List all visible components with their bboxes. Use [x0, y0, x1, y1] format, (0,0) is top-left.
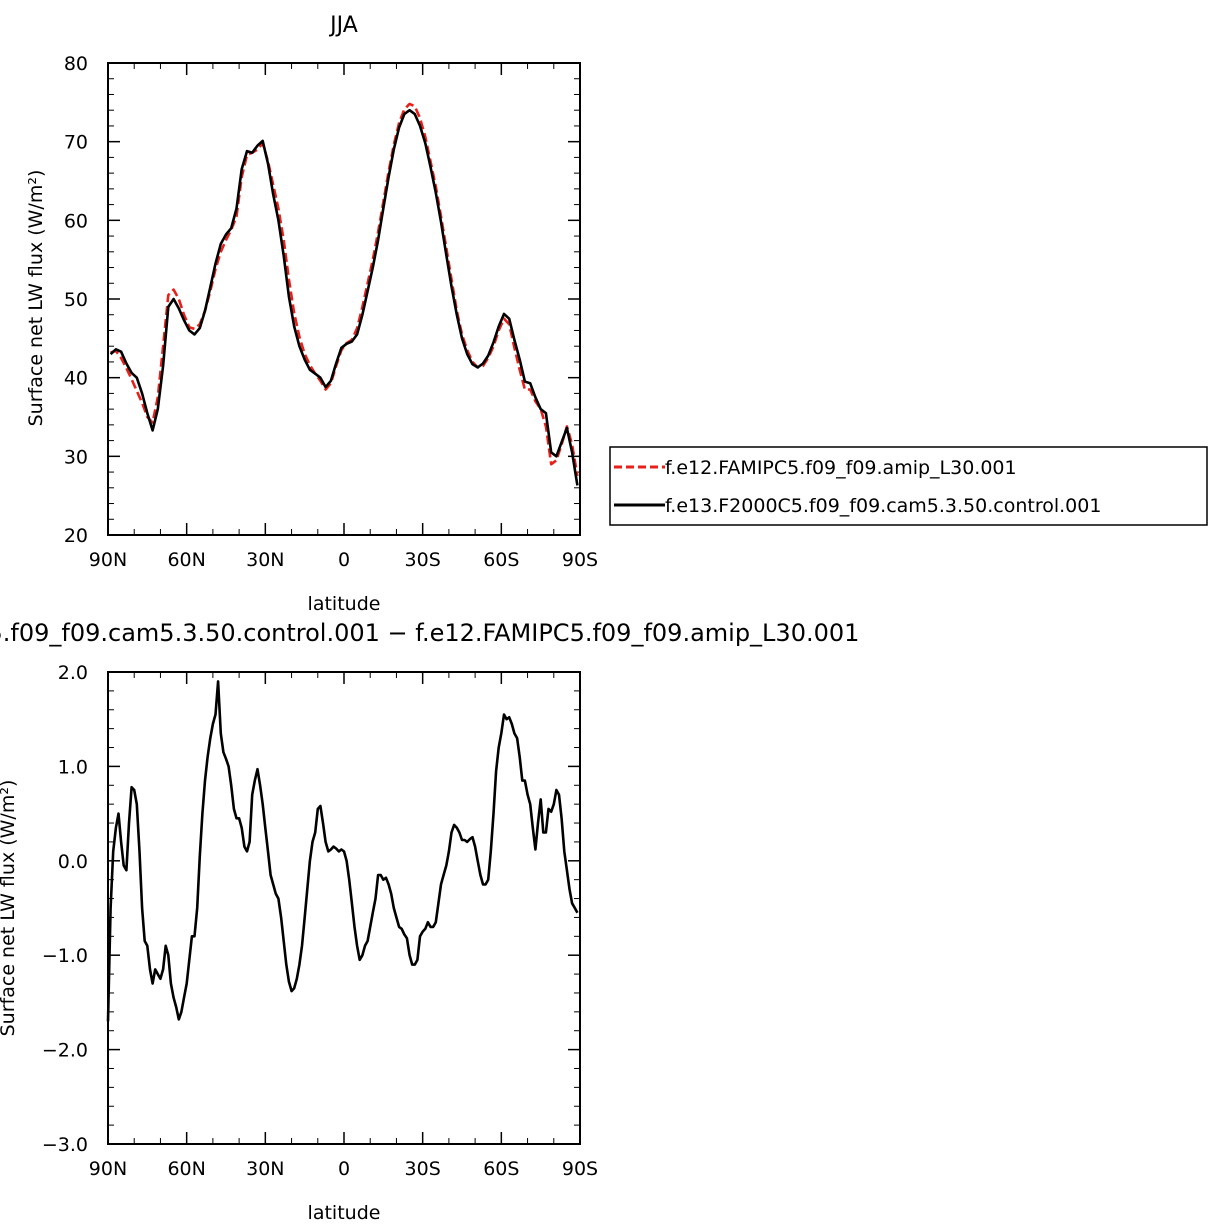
x-tick-label: 30N: [246, 549, 284, 571]
legend-label-amip: f.e12.FAMIPC5.f09_f09.amip_L30.001: [665, 457, 1017, 479]
bottom-y-tick-labels: 2.0 1.0 0.0 −1.0 −2.0 −3.0: [42, 662, 88, 1156]
top-series-lines: [111, 104, 578, 486]
legend: f.e12.FAMIPC5.f09_f09.amip_L30.001 f.e13…: [610, 447, 1207, 525]
y-tick-label: −1.0: [42, 945, 88, 967]
y-tick-label: −3.0: [42, 1134, 88, 1156]
x-tick-label: 0: [338, 549, 350, 571]
y-tick-label: 80: [64, 53, 88, 75]
bottom-y-axis-label: Surface net LW flux (W/m²): [0, 780, 19, 1037]
x-tick-label: 60N: [167, 1158, 205, 1180]
x-tick-label: 90S: [562, 1158, 598, 1180]
top-y-tick-labels: 20 30 40 50 60 70 80: [64, 53, 88, 547]
series-line-control: [111, 110, 578, 485]
bottom-x-axis-label: latitude: [308, 1202, 381, 1224]
bottom-x-tick-labels: 90N 60N 30N 0 30S 60S 90S: [89, 1158, 598, 1180]
y-tick-label: 0.0: [58, 851, 88, 873]
x-tick-label: 60S: [483, 1158, 519, 1180]
top-x-tick-labels: 90N 60N 30N 0 30S 60S 90S: [89, 549, 598, 571]
top-panel: JJA Surface net LW flux (W/m²) latitude …: [25, 13, 598, 615]
legend-label-control: f.e13.F2000C5.f09_f09.cam5.3.50.control.…: [665, 495, 1101, 517]
x-tick-label: 30S: [405, 1158, 441, 1180]
y-tick-label: 1.0: [58, 756, 88, 778]
y-tick-label: 2.0: [58, 662, 88, 684]
y-tick-label: 40: [64, 368, 88, 390]
series-line-amip: [111, 104, 578, 476]
x-tick-label: 90N: [89, 549, 127, 571]
x-tick-label: 60N: [167, 549, 205, 571]
y-tick-label: 20: [64, 525, 88, 547]
y-tick-label: 70: [64, 132, 88, 154]
x-tick-label: 90S: [562, 549, 598, 571]
bottom-panel: f.e13.F2000C5.f09_f09.cam5.3.50.control.…: [0, 619, 859, 1224]
top-plot-frame: [108, 63, 580, 535]
x-tick-label: 90N: [89, 1158, 127, 1180]
y-tick-label: 30: [64, 446, 88, 468]
bottom-axis-ticks: [108, 672, 580, 1144]
series-line-difference: [108, 681, 577, 1021]
x-tick-label: 60S: [483, 549, 519, 571]
x-tick-label: 0: [338, 1158, 350, 1180]
x-tick-label: 30N: [246, 1158, 284, 1180]
bottom-plot-frame: [108, 672, 580, 1144]
top-axis-ticks: [108, 63, 580, 535]
y-tick-label: −2.0: [42, 1040, 88, 1062]
bottom-chart-title: f.e13.F2000C5.f09_f09.cam5.3.50.control.…: [0, 619, 859, 647]
bottom-series-lines: [108, 681, 577, 1021]
top-y-axis-label: Surface net LW flux (W/m²): [25, 170, 47, 427]
y-tick-label: 60: [64, 210, 88, 232]
y-tick-label: 50: [64, 289, 88, 311]
x-tick-label: 30S: [405, 549, 441, 571]
top-chart-title: JJA: [328, 13, 358, 38]
top-x-axis-label: latitude: [308, 593, 381, 615]
